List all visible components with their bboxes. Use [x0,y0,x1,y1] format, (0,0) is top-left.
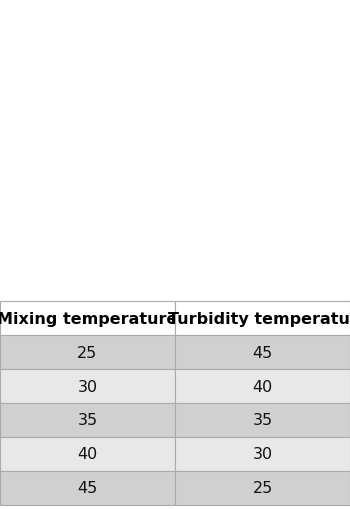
Text: it. The weight percentage of phenol: it. The weight percentage of phenol [6,62,284,76]
Text: consisting of water + phenol, where the: consisting of water + phenol, where the [6,115,318,130]
Text: and the temperatures were recorded.: and the temperatures were recorded. [6,220,298,236]
Text: weight of phenol is equal to (3g), and: weight of phenol is equal to (3g), and [6,141,298,156]
Text: For mixing and turbidity as follows:: For mixing and turbidity as follows: [6,247,280,262]
Text: water was added to it at each reading,: water was added to it at each reading, [6,194,307,209]
Text: phenol and draw the relationship with: phenol and draw the relationship with [6,35,301,50]
Text: (12lm, 10lm, 8lm, 6lm, 4lm) of distilled: (12lm, 10lm, 8lm, 6lm, 4lm) of distilled [6,167,309,183]
Text: and the rate for a binary system: and the rate for a binary system [6,88,258,103]
Text: Calculate the weight percentage of: Calculate the weight percentage of [6,9,280,23]
